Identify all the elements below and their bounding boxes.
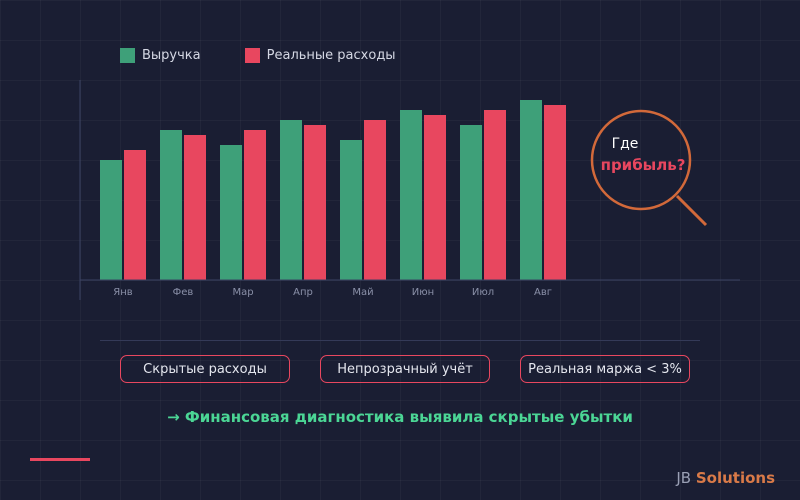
- magnifier-question-line1: Где: [612, 136, 639, 152]
- divider: [100, 340, 700, 341]
- bar-revenue-8: [520, 100, 542, 280]
- x-tick-label: Апр: [293, 287, 313, 298]
- tag-opaque-accounting: Непрозрачный учёт: [320, 355, 490, 383]
- bar-chart: Янв Фев Мар Апр Май Июн Июл Авг Где прибыль?: [79, 80, 740, 300]
- magnifier-lens: [590, 109, 692, 211]
- bar-expenses-6: [424, 115, 446, 280]
- magnifier-question-line2: прибыль?: [601, 156, 686, 174]
- x-tick-label: Янв: [113, 287, 132, 298]
- brand-prefix: JB: [676, 469, 692, 487]
- bar-revenue-4: [280, 120, 302, 280]
- bar-expenses-2: [184, 135, 206, 280]
- legend-label-expenses: Реальные расходы: [266, 48, 396, 63]
- accent-line: [30, 458, 90, 461]
- bar-expenses-7: [484, 110, 506, 280]
- magnifier-handle: [675, 194, 708, 227]
- x-tick-label: Июл: [472, 287, 494, 298]
- bar-expenses-4: [304, 125, 326, 280]
- chart-bars: [100, 100, 566, 280]
- tag-real-margin: Реальная маржа < 3%: [520, 355, 690, 383]
- bar-revenue-3: [220, 145, 242, 280]
- legend-item-expenses: Реальные расходы: [244, 48, 396, 63]
- tag-hidden-expenses: Скрытые расходы: [120, 355, 290, 383]
- x-tick-label: Мар: [232, 287, 253, 298]
- bar-expenses-1: [124, 150, 146, 280]
- x-tick-label: Май: [352, 287, 373, 298]
- bar-revenue-7: [460, 125, 482, 280]
- bar-revenue-6: [400, 110, 422, 280]
- legend-swatch-expenses: [244, 48, 260, 63]
- summary-text: → Финансовая диагностика выявила скрытые…: [167, 408, 633, 426]
- legend-label-revenue: Выручка: [142, 48, 201, 63]
- x-tick-label: Авг: [534, 287, 552, 298]
- chart-legend: Выручка Реальные расходы: [120, 48, 396, 63]
- brand-logo: JB Solutions: [676, 469, 775, 487]
- brand-name: Solutions: [695, 469, 775, 487]
- chart-x-tick-labels: Янв Фев Мар Апр Май Июн Июл Авг: [113, 287, 552, 298]
- bar-expenses-8: [544, 105, 566, 280]
- magnifier-icon: Где прибыль?: [590, 109, 708, 227]
- bar-revenue-1: [100, 160, 122, 280]
- x-tick-label: Июн: [412, 287, 434, 298]
- legend-swatch-revenue: [120, 48, 135, 63]
- bar-revenue-2: [160, 130, 182, 280]
- legend-item-revenue: Выручка: [120, 48, 201, 63]
- bar-expenses-5: [364, 120, 386, 280]
- bar-revenue-5: [340, 140, 362, 280]
- bar-expenses-3: [244, 130, 266, 280]
- x-tick-label: Фев: [173, 287, 194, 298]
